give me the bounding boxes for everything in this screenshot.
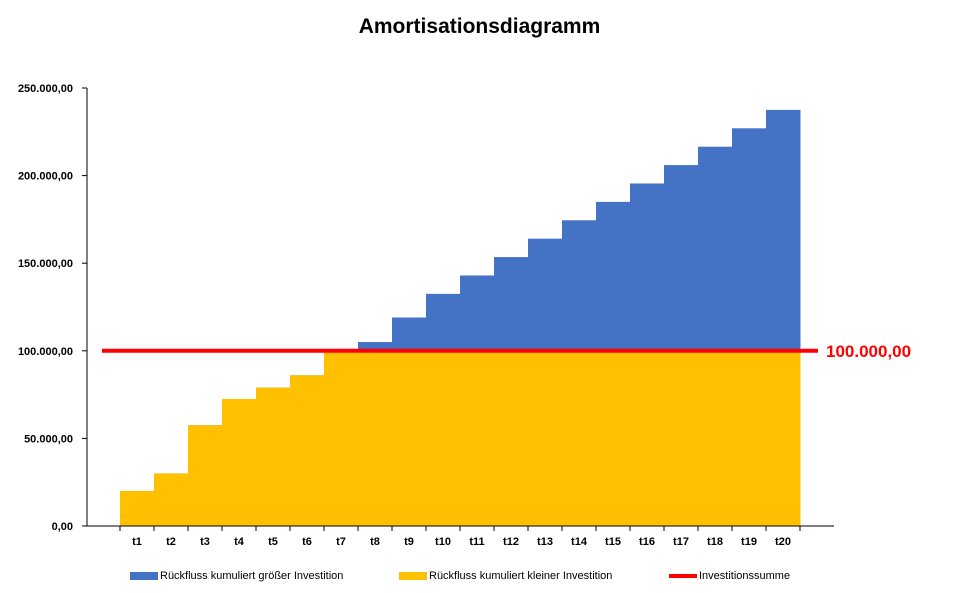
legend: Rückfluss kumuliert größer Investition R… [0,570,959,586]
legend-item-investment: Investitionssumme [669,570,790,582]
x-tick-label-t19: t19 [741,536,757,548]
legend-line-investment [669,574,697,578]
bar-small-t11 [460,350,495,526]
y-tick-label: 150.000,00 [18,258,73,270]
bar-small-t3 [188,425,223,526]
x-tick-label-t20: t20 [775,536,791,548]
y-tick-label: 100.000,00 [18,346,73,358]
x-tick-label-t15: t15 [605,536,621,548]
x-tick-label-t6: t6 [302,536,312,548]
x-tick-label-t18: t18 [707,536,723,548]
chart-title: Amortisationsdiagramm [358,15,601,38]
x-tick-label-t8: t8 [370,536,380,548]
x-tick-label-t10: t10 [435,536,451,548]
bar-small-t12 [494,350,529,526]
x-axis-ticks: t1 t2 t3 t4 t5 t6 t7 t8 t9 t10 t11 t12 t13 t14 t15 t16 t… [119,526,801,548]
x-tick-label-t1: t1 [132,536,142,548]
x-tick-label-t12: t12 [503,536,519,548]
legend-label-investment: Investitionssumme [699,570,791,582]
bar-small-t5 [256,387,291,526]
bar-small-t9 [392,350,427,526]
bar-small-t13 [528,350,563,526]
bar-small-t8 [358,350,393,526]
legend-item-big: Rückfluss kumuliert größer Investition [130,570,343,582]
x-tick-label-t13: t13 [537,536,553,548]
y-tick-label: 50.000,00 [24,433,73,445]
y-tick-label: 200.000,00 [18,171,73,183]
bar-small-t7 [324,350,359,526]
y-axis-ticks: 0,00 50.000,00 100.000,00 150.000,00 200.000… [18,83,87,533]
bar-small-t15 [596,350,631,526]
investment-reference-line: 100.000,00 [102,342,911,361]
bar-small-t2 [154,473,189,526]
bar-small-t20 [766,350,801,526]
y-tick-label: 250.000,00 [18,83,73,95]
series-small-investment [120,350,801,526]
x-tick-label-t14: t14 [571,536,588,548]
y-tick-label: 0,00 [52,521,73,533]
legend-label-small: Rückfluss kumuliert kleiner Investition [429,570,613,582]
x-tick-label-t16: t16 [639,536,655,548]
legend-swatch-big [130,572,158,580]
x-tick-label-t2: t2 [166,536,176,548]
legend-label-big: Rückfluss kumuliert größer Investition [160,570,344,582]
x-tick-label-t3: t3 [200,536,210,548]
bar-small-t19 [732,350,767,526]
bar-small-t4 [222,398,257,526]
x-tick-label-t4: t4 [234,536,245,548]
legend-item-small: Rückfluss kumuliert kleiner Investition [399,570,612,582]
bar-small-t1 [120,490,155,526]
legend-swatch-small [399,572,427,580]
x-tick-label-t7: t7 [336,536,346,548]
x-tick-label-t11: t11 [469,536,484,548]
bar-small-t14 [562,350,597,526]
investment-line-label: 100.000,00 [826,342,911,361]
x-tick-label-t9: t9 [404,536,414,548]
bar-small-t17 [664,350,699,526]
bar-small-t18 [698,350,733,526]
x-tick-label-t17: t17 [673,536,689,548]
x-tick-label-t5: t5 [268,536,278,548]
bar-small-t16 [630,350,665,526]
bar-small-t10 [426,350,461,526]
bar-small-t6 [290,375,325,526]
